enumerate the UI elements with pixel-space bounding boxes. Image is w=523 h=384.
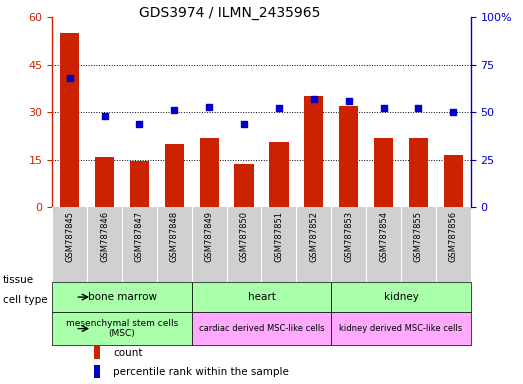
- Text: cardiac derived MSC-like cells: cardiac derived MSC-like cells: [199, 324, 324, 333]
- Bar: [95, 157, 114, 207]
- Bar: [234, 164, 254, 207]
- Bar: [52, 282, 192, 312]
- Text: GSM787854: GSM787854: [379, 211, 388, 262]
- Text: GSM787847: GSM787847: [135, 211, 144, 262]
- Text: GDS3974 / ILMN_2435965: GDS3974 / ILMN_2435965: [140, 6, 321, 20]
- Point: [379, 105, 388, 111]
- Bar: [192, 312, 331, 345]
- Text: cell type: cell type: [3, 295, 47, 305]
- Bar: [200, 137, 219, 207]
- Text: GSM787848: GSM787848: [170, 211, 179, 262]
- Bar: [374, 137, 393, 207]
- Bar: [339, 106, 358, 207]
- Text: mesenchymal stem cells
(MSC): mesenchymal stem cells (MSC): [66, 319, 178, 338]
- Text: heart: heart: [247, 292, 276, 302]
- Bar: [331, 282, 471, 312]
- Text: tissue: tissue: [3, 275, 34, 285]
- Bar: [304, 96, 323, 207]
- Point: [135, 121, 144, 127]
- Bar: [409, 137, 428, 207]
- Text: GSM787850: GSM787850: [240, 211, 248, 262]
- Text: GSM787845: GSM787845: [65, 211, 74, 262]
- Point: [449, 109, 458, 115]
- Point: [414, 105, 423, 111]
- Point: [65, 75, 74, 81]
- Point: [275, 105, 283, 111]
- Text: kidney derived MSC-like cells: kidney derived MSC-like cells: [339, 324, 462, 333]
- Text: bone marrow: bone marrow: [87, 292, 156, 302]
- Text: GSM787851: GSM787851: [275, 211, 283, 262]
- Text: GSM787852: GSM787852: [309, 211, 319, 262]
- Text: GSM787846: GSM787846: [100, 211, 109, 262]
- Bar: [269, 142, 289, 207]
- Bar: [52, 312, 192, 345]
- Point: [170, 107, 178, 113]
- Bar: [331, 312, 471, 345]
- Text: GSM787853: GSM787853: [344, 211, 353, 262]
- Point: [100, 113, 109, 119]
- Text: kidney: kidney: [383, 292, 418, 302]
- Bar: [165, 144, 184, 207]
- Point: [310, 96, 318, 102]
- Bar: [94, 365, 100, 378]
- Bar: [444, 155, 463, 207]
- Bar: [94, 346, 100, 359]
- Point: [345, 98, 353, 104]
- Text: percentile rank within the sample: percentile rank within the sample: [113, 367, 289, 377]
- Point: [240, 121, 248, 127]
- Bar: [130, 161, 149, 207]
- Bar: [60, 33, 79, 207]
- Text: GSM787855: GSM787855: [414, 211, 423, 262]
- Text: count: count: [113, 348, 142, 358]
- Text: GSM787849: GSM787849: [204, 211, 214, 262]
- Point: [205, 103, 213, 109]
- Bar: [192, 282, 331, 312]
- Text: GSM787856: GSM787856: [449, 211, 458, 262]
